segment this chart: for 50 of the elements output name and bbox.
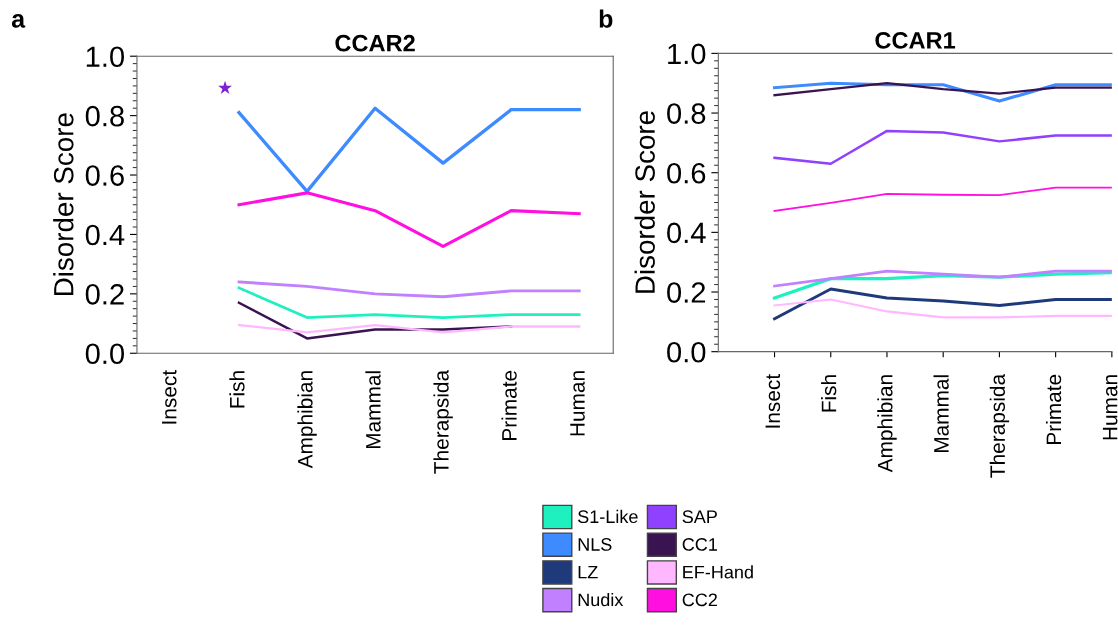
x-tick-label: Fish (229, 371, 245, 408)
y-tick-label: 0.8 (667, 103, 706, 124)
x-tick-label: Primate (1045, 374, 1062, 444)
legend-label: Nudix (578, 592, 624, 607)
y-tick-label: 0.2 (85, 284, 124, 305)
y-axis-title: Disorder Score (634, 111, 655, 293)
legend-label: CC2 (682, 593, 717, 607)
x-tick-label: Human (1102, 375, 1118, 440)
legend-label: SAP (682, 510, 717, 524)
line-series (773, 186, 1112, 212)
x-tick-label: Mammal (933, 375, 949, 453)
legend-label: NLS (578, 538, 612, 551)
y-tick-label: 1.0 (86, 46, 125, 68)
line-series (773, 298, 1112, 319)
x-tick-label: Insect (162, 370, 177, 424)
line-series (773, 269, 1112, 288)
y-tick-label: 0.2 (667, 282, 706, 303)
x-tick-label: Mammal (365, 371, 381, 449)
line-series (237, 106, 581, 194)
y-tick-label: 0.4 (85, 224, 125, 246)
y-tick-label: 0.4 (667, 222, 706, 244)
x-tick-label: Primate (501, 370, 517, 440)
x-tick-label: Amphibian (297, 371, 317, 469)
y-tick-label: 0.8 (85, 105, 124, 127)
y-axis-title: Disorder Score (53, 113, 74, 296)
line-series (773, 82, 1112, 97)
x-tick-label: Insect (765, 374, 781, 428)
y-tick-label: 0.6 (667, 162, 706, 184)
line-series (773, 287, 1112, 321)
legend-label: LZ (578, 565, 598, 579)
legend-label: EF-Hand (683, 565, 753, 579)
line-series (773, 129, 1112, 165)
chart-title: CCAR1 (875, 31, 956, 49)
y-tick-label: 0.0 (85, 343, 125, 365)
y-tick-label: 0.0 (667, 341, 706, 363)
y-tick-label: 1.0 (668, 43, 706, 65)
x-tick-label: Therapsida (433, 369, 453, 474)
line-series (237, 280, 581, 299)
legend-label: CC1 (682, 538, 717, 551)
text: a (11, 14, 26, 28)
y-tick-label: 0.6 (85, 165, 124, 186)
text: b (599, 9, 613, 28)
x-tick-label: Human (570, 371, 585, 436)
legend-label: S1-Like (578, 509, 638, 524)
x-tick-label: Fish (821, 375, 837, 412)
annotation: ★ (218, 80, 232, 94)
line-series (237, 191, 581, 248)
x-tick-label: Therapsida (989, 373, 1010, 478)
x-tick-label: Amphibian (877, 375, 897, 473)
chart-title: CCAR2 (335, 34, 415, 52)
